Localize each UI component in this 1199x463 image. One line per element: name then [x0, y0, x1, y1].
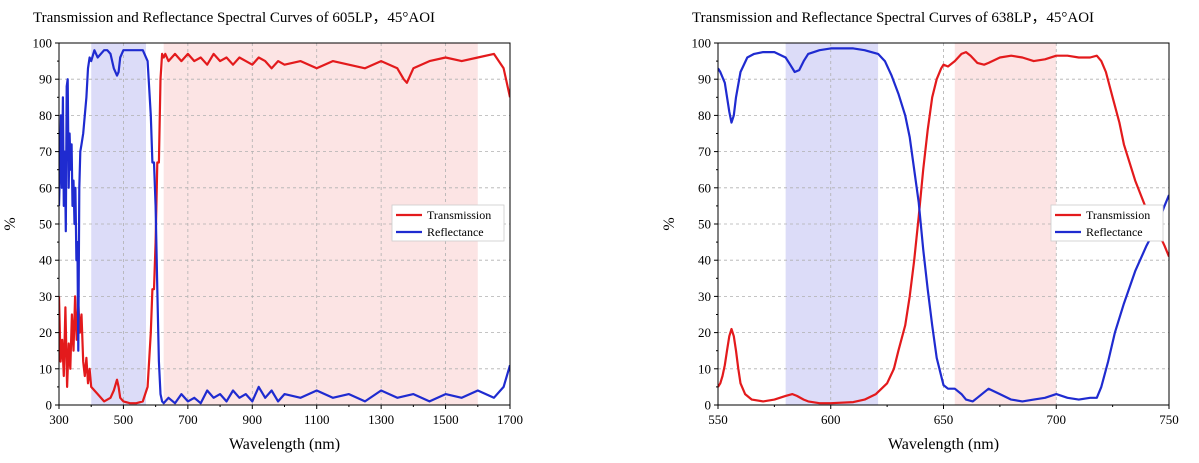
y-tick-label: 0 [705, 398, 712, 413]
x-tick-label: 1300 [368, 412, 394, 427]
y-tick-label: 10 [39, 361, 52, 376]
y-tick-label: 100 [33, 36, 53, 51]
chart-title: Transmission and Reflectance Spectral Cu… [33, 10, 435, 26]
y-tick-label: 90 [698, 72, 711, 87]
y-axis-label: % [2, 217, 19, 230]
x-tick-label: 900 [243, 412, 263, 427]
x-tick-label: 600 [821, 412, 841, 427]
x-axis-label: Wavelength (nm) [229, 436, 340, 453]
y-tick-label: 70 [698, 144, 711, 159]
y-tick-label: 20 [698, 325, 711, 340]
x-tick-label: 650 [934, 412, 954, 427]
y-tick-label: 90 [39, 72, 52, 87]
x-tick-label: 500 [114, 412, 134, 427]
legend-label-reflectance: Reflectance [1086, 225, 1143, 239]
y-tick-label: 60 [698, 180, 711, 195]
chart-1: 0 10 20 30 40 50 60 70 80 90 100 300 500 700 900 1100 13… [2, 10, 523, 453]
y-tick-label: 50 [39, 217, 52, 232]
series-line-transmission [59, 52, 510, 405]
x-axis-label: Wavelength (nm) [888, 436, 999, 453]
y-tick-label: 100 [692, 36, 712, 51]
y-axis-label: % [661, 217, 678, 230]
legend: Transmission Reflectance [391, 204, 505, 242]
shaded-region [954, 43, 1057, 405]
y-tick-label: 70 [39, 144, 52, 159]
y-tick-label: 80 [39, 108, 52, 123]
chart-title: Transmission and Reflectance Spectral Cu… [692, 10, 1094, 26]
y-tick-label: 40 [698, 253, 711, 268]
legend: Transmission Reflectance [1050, 204, 1164, 242]
y-tick-label: 20 [39, 325, 52, 340]
y-tick-label: 30 [39, 289, 52, 304]
y-tick-label: 80 [698, 108, 711, 123]
legend-box [1050, 204, 1164, 242]
legend-label-transmission: Transmission [427, 208, 491, 222]
x-tick-label: 750 [1159, 412, 1179, 427]
series-line-reflectance [59, 49, 510, 405]
shaded-region [91, 43, 146, 405]
y-tick-label: 0 [46, 398, 53, 413]
x-tick-label: 300 [49, 412, 69, 427]
y-tick-label: 10 [698, 361, 711, 376]
x-tick-label: 1700 [497, 412, 523, 427]
x-tick-label: 1500 [433, 412, 459, 427]
y-tick-label: 60 [39, 180, 52, 195]
y-tick-label: 50 [698, 217, 711, 232]
x-tick-label: 550 [708, 412, 728, 427]
legend-label-transmission: Transmission [1086, 208, 1150, 222]
legend-label-reflectance: Reflectance [427, 225, 484, 239]
y-tick-label: 40 [39, 253, 52, 268]
x-tick-label: 700 [1047, 412, 1067, 427]
legend-box [391, 204, 505, 242]
series-line-reflectance [718, 47, 1169, 403]
chart-2: 0 10 20 30 40 50 60 70 80 90 100 550 600 650 700 750 Tra… [661, 10, 1179, 453]
series-line-transmission [718, 51, 1169, 405]
x-tick-label: 700 [178, 412, 198, 427]
y-tick-label: 30 [698, 289, 711, 304]
x-tick-label: 1100 [304, 412, 330, 427]
